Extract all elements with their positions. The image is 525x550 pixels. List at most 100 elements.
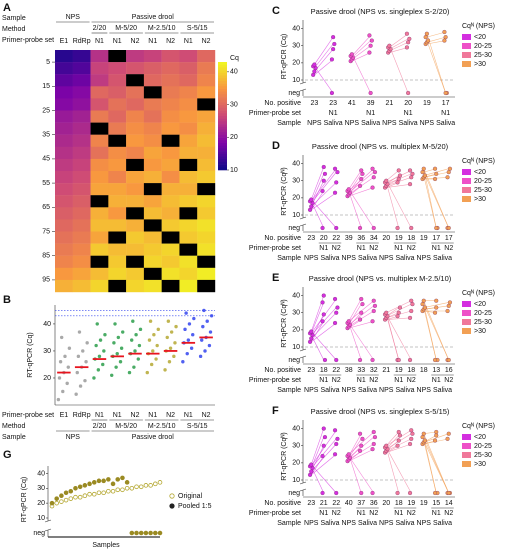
primer-label: N1	[357, 245, 366, 252]
positive-count: 22	[332, 500, 340, 507]
sample-label: NPS	[304, 520, 319, 527]
column-label: N2	[166, 38, 175, 45]
positive-count: 36	[357, 235, 365, 242]
heat-cell	[161, 219, 180, 232]
heat-cell	[197, 98, 216, 111]
dot	[130, 338, 134, 342]
dot	[77, 484, 83, 490]
dot	[67, 346, 72, 350]
dot	[371, 175, 376, 180]
heat-cell	[126, 62, 145, 75]
dot	[103, 333, 107, 337]
positive-count: 16	[445, 367, 453, 374]
heat-cell	[161, 122, 180, 135]
heat-cell	[143, 231, 162, 244]
group-label: NPS	[66, 14, 81, 21]
colorbar-step	[218, 105, 227, 109]
pair-line	[310, 466, 325, 494]
heat-cell	[90, 171, 109, 184]
dot	[407, 168, 413, 173]
heat-cell	[179, 207, 198, 220]
x-tick-label: N2	[202, 412, 211, 419]
legend-swatch	[462, 196, 471, 202]
dot	[322, 357, 328, 363]
heat-cell	[108, 171, 127, 184]
row-label: No. positive	[264, 100, 301, 107]
dot	[422, 305, 428, 310]
heat-cell	[161, 134, 180, 147]
dot	[96, 368, 101, 372]
axis-break	[299, 88, 307, 92]
heat-cell	[72, 171, 91, 184]
heat-cell	[161, 158, 180, 172]
dot	[78, 384, 83, 388]
dot	[360, 302, 365, 307]
y-tick-label: 40	[43, 321, 51, 328]
sample-label: NPS	[417, 387, 432, 394]
positive-count: 14	[445, 500, 453, 507]
heat-cell	[55, 158, 73, 172]
heat-cell	[55, 62, 73, 75]
pair-line	[426, 31, 446, 38]
dot	[66, 365, 70, 369]
dot	[332, 166, 338, 171]
y-tick-label: 30	[43, 348, 51, 355]
dot	[207, 343, 212, 348]
y-tick-label: 10	[292, 212, 300, 219]
positive-count: 18	[320, 367, 328, 374]
axis-break	[299, 481, 307, 485]
row-label: No. positive	[264, 235, 301, 242]
y-axis-label: RT-qPCR (Cqᴺ)	[281, 432, 288, 480]
pair-line	[311, 199, 337, 229]
sample-label: Saliva	[320, 387, 339, 394]
heat-cell	[179, 183, 198, 196]
heat-cell	[90, 279, 109, 293]
heat-cell	[126, 74, 145, 87]
heat-cell	[179, 231, 198, 244]
pair-line	[348, 190, 362, 229]
dot	[359, 443, 364, 448]
dot	[332, 296, 338, 302]
dot	[149, 362, 154, 367]
dot	[395, 314, 400, 319]
legend-label: >30	[474, 461, 486, 468]
pair-line	[311, 464, 337, 494]
group-label: M-2.5/10	[148, 25, 176, 32]
x-tick-label: N1	[95, 412, 104, 419]
dot	[61, 389, 65, 394]
dot	[372, 170, 378, 175]
heat-cell	[126, 219, 145, 232]
heat-cell	[55, 207, 73, 220]
heat-cell	[108, 110, 127, 123]
primer-label: N1	[432, 377, 441, 384]
group-label: M-2.5/10	[148, 423, 176, 430]
heat-cell	[126, 279, 145, 293]
dot	[153, 530, 158, 536]
dot	[155, 343, 159, 348]
dot	[445, 308, 450, 314]
dot	[138, 484, 144, 490]
pair-line	[348, 431, 374, 455]
colorbar-step	[218, 67, 227, 71]
dot	[165, 335, 169, 340]
header-label: Method	[2, 423, 25, 430]
dot	[81, 349, 85, 353]
dot	[422, 173, 428, 178]
positive-count: 23	[307, 500, 315, 507]
x-tick-label: RdRp	[73, 412, 91, 419]
dot	[426, 38, 431, 43]
dot	[83, 378, 87, 383]
dot	[370, 357, 375, 363]
dot	[370, 185, 375, 190]
colorbar-step	[218, 156, 227, 160]
positive-count: 19	[407, 500, 415, 507]
primer-label: N2	[332, 377, 341, 384]
dot	[167, 360, 172, 364]
legend-swatch	[462, 301, 471, 307]
dot	[396, 168, 401, 173]
pair-line	[385, 312, 400, 361]
y-tick-label: 5	[46, 59, 50, 66]
heat-cell	[55, 195, 73, 208]
y-tick-label: 40	[292, 425, 300, 432]
dot	[368, 90, 373, 96]
